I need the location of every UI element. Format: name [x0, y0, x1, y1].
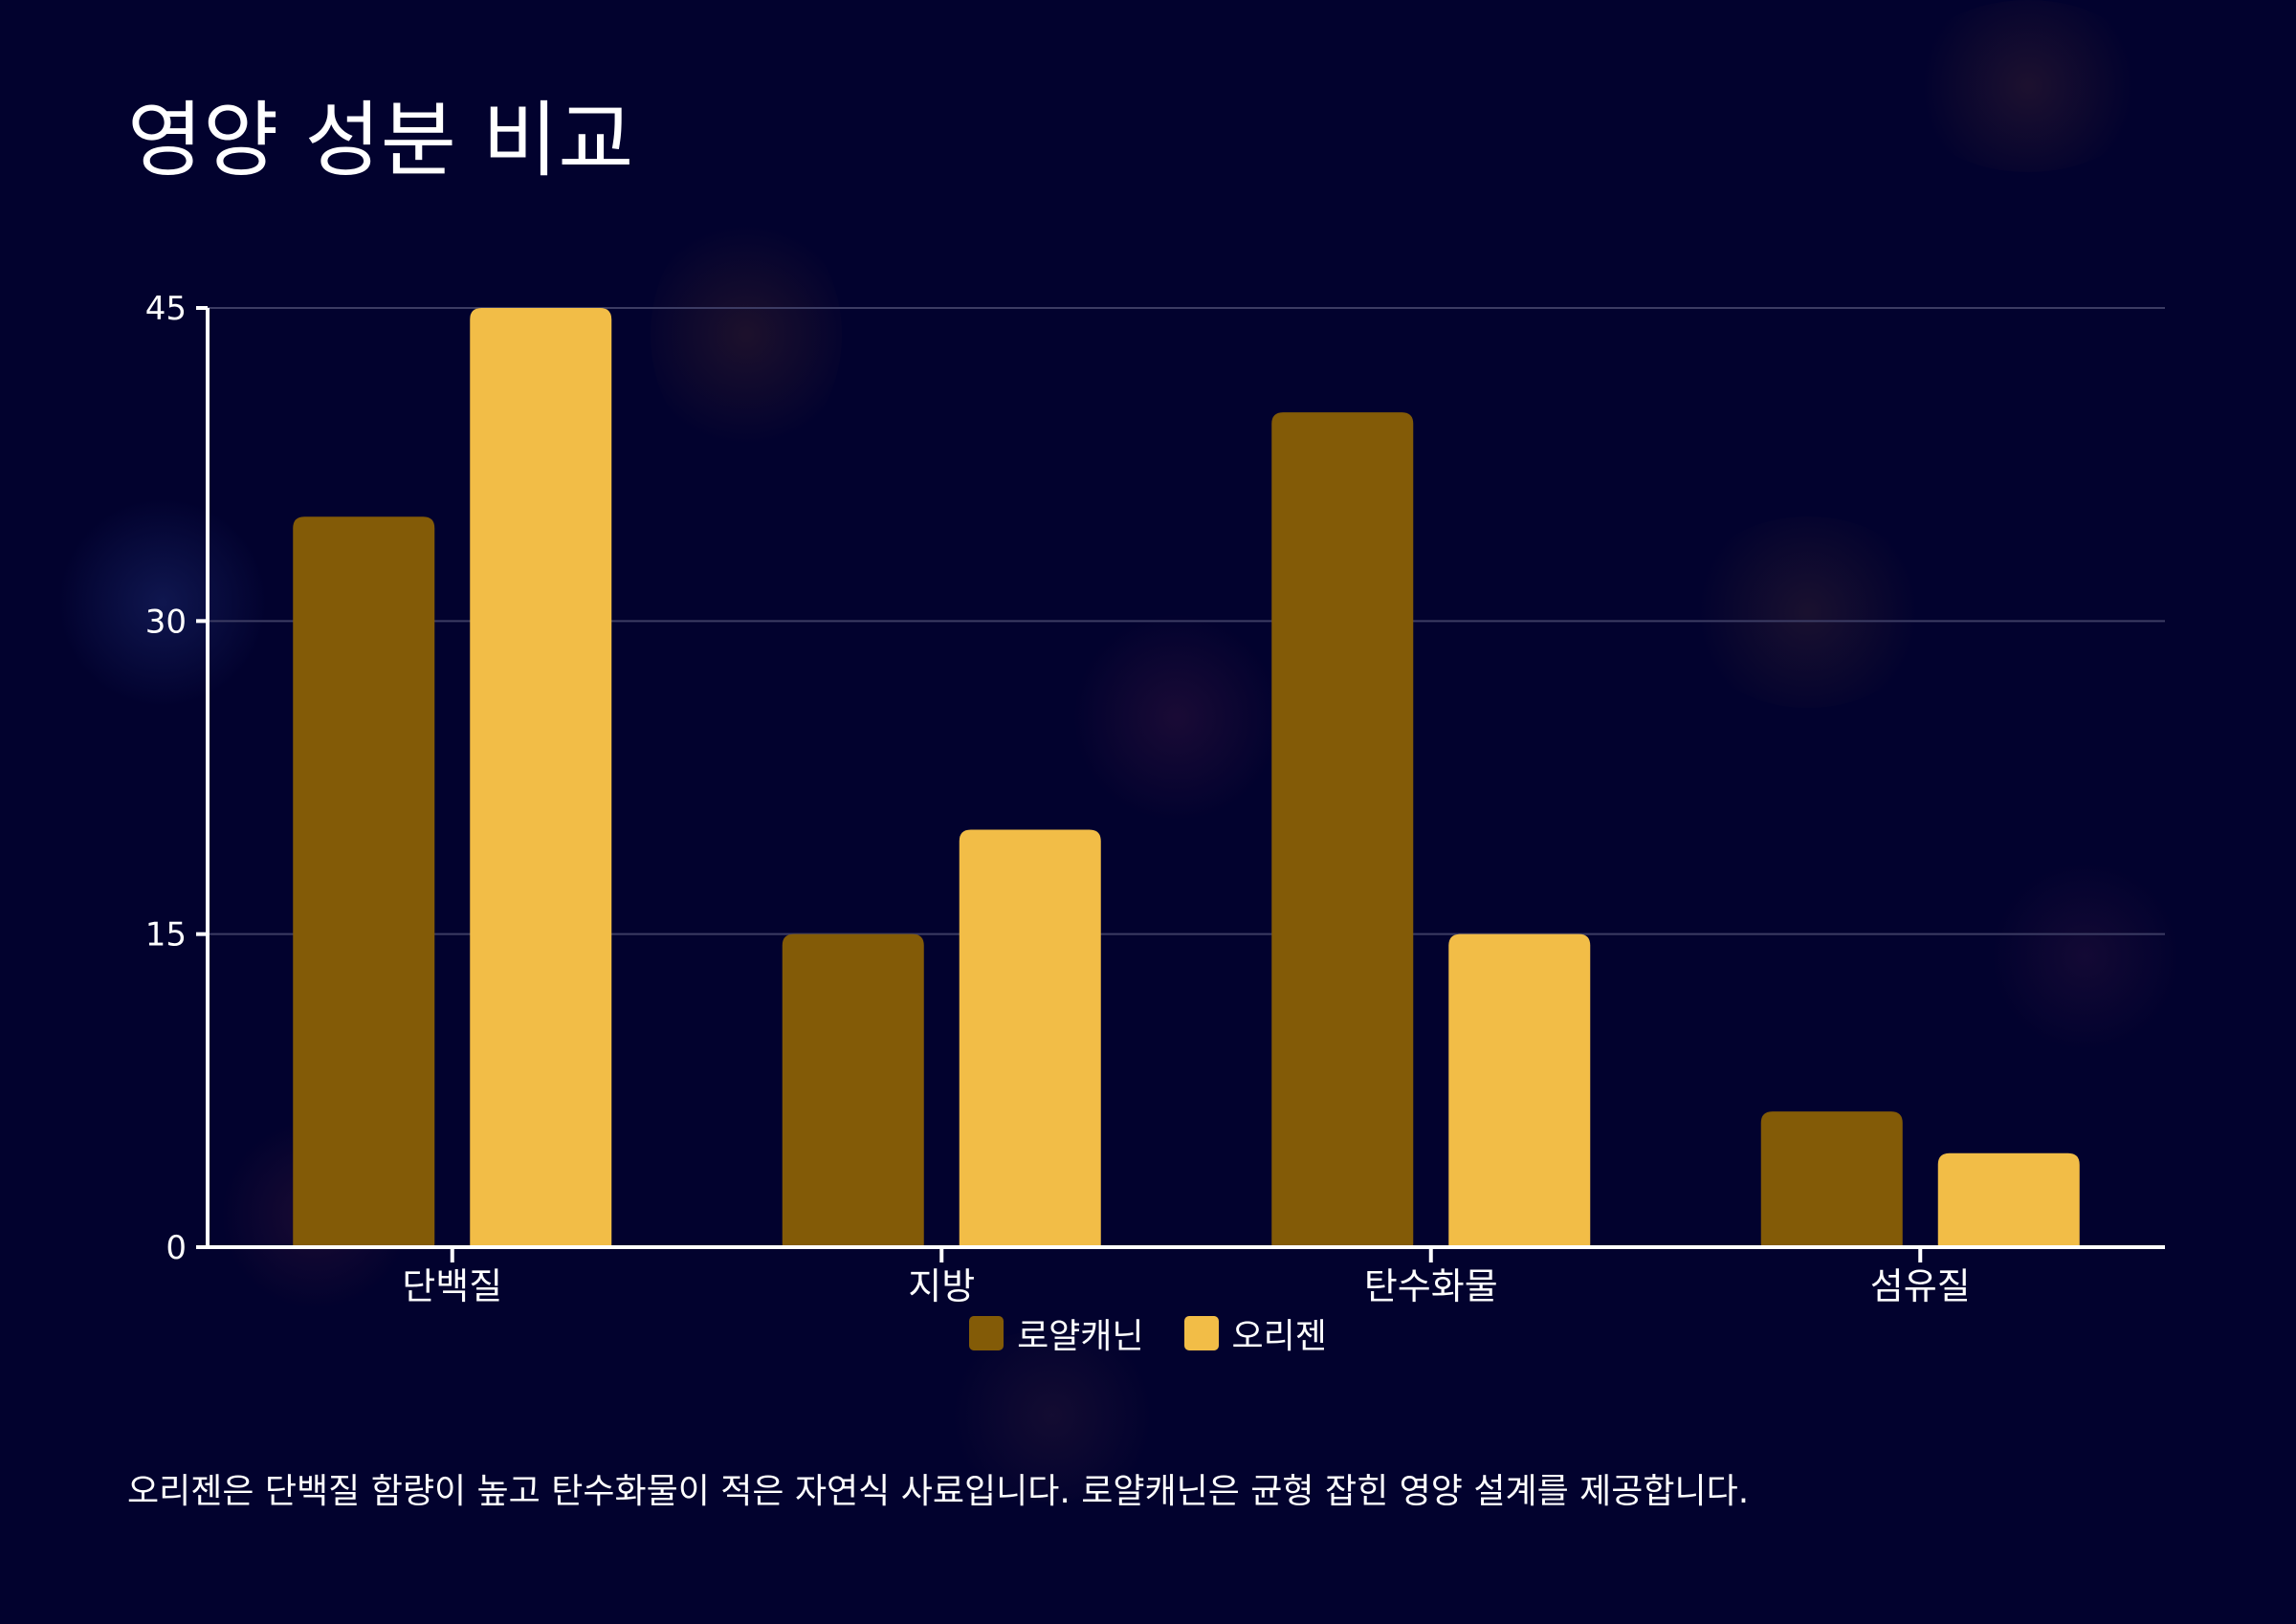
legend-item-series-2[interactable]: 오리젠: [1183, 1308, 1327, 1358]
x-tick-label: 지방: [908, 1265, 975, 1307]
y-tick-label: 30: [145, 603, 187, 641]
bar-series-2[interactable]: [959, 829, 1101, 1247]
chart-caption: 오리젠은 단백질 함량이 높고 탄수화물이 적은 자연식 사료입니다. 로얄캐닌…: [127, 1472, 1750, 1511]
bars: [293, 308, 2080, 1248]
y-tick-label: 0: [166, 1229, 187, 1267]
x-tick-label: 단백질: [402, 1265, 502, 1307]
legend-label-series-2: 오리젠: [1231, 1317, 1327, 1356]
y-tick-label: 15: [145, 916, 187, 955]
bar-series-2[interactable]: [1937, 1152, 2080, 1247]
chart-title: 영양 성분 비교: [127, 93, 634, 188]
legend-swatch-series-1: [969, 1316, 1004, 1350]
y-tick-label: 45: [145, 290, 187, 328]
x-tick-label: 탄수화물: [1364, 1265, 1498, 1307]
legend-swatch-series-2: [1183, 1316, 1219, 1350]
bar-series-1[interactable]: [1760, 1111, 1903, 1247]
bar-series-1[interactable]: [782, 933, 924, 1247]
bar-series-1[interactable]: [1271, 412, 1414, 1248]
x-tick-label: 섬유질: [1870, 1265, 1971, 1307]
bar-series-2[interactable]: [470, 308, 612, 1247]
bar-series-2[interactable]: [1448, 933, 1591, 1247]
bar-series-1[interactable]: [293, 516, 435, 1247]
axes: 0 15 30 45 단백질 지방 탄수화물 섬유질: [145, 290, 2165, 1307]
legend-label-series-1: 로얄캐닌: [1017, 1317, 1144, 1356]
legend: 로얄캐닌 오리젠: [0, 1308, 2296, 1358]
legend-item-series-1[interactable]: 로얄캐닌: [969, 1308, 1144, 1358]
